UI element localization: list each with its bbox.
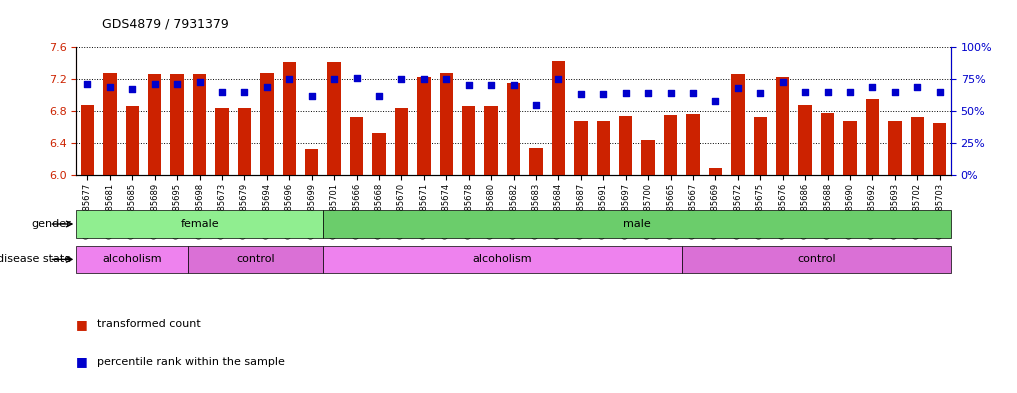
Point	[258, 84, 275, 90]
Text: disease state: disease state	[0, 254, 71, 264]
Bar	[664, 115, 677, 175]
Text: control: control	[236, 254, 275, 264]
Point	[797, 89, 814, 95]
Bar	[439, 73, 453, 175]
Point	[349, 75, 365, 81]
Point	[438, 76, 455, 82]
Point	[842, 89, 858, 95]
Text: transformed count: transformed count	[97, 319, 200, 329]
Point	[483, 83, 499, 89]
Bar	[506, 83, 521, 175]
Text: alcoholism: alcoholism	[473, 254, 532, 264]
Bar	[888, 121, 901, 175]
Point	[707, 98, 723, 104]
Text: GDS4879 / 7931379: GDS4879 / 7931379	[102, 18, 229, 31]
Bar	[395, 108, 408, 175]
Point	[640, 90, 656, 96]
Bar	[619, 116, 633, 175]
Bar	[216, 108, 229, 175]
Point	[505, 83, 522, 89]
Point	[102, 84, 118, 90]
Bar	[731, 73, 744, 175]
Point	[573, 91, 589, 97]
Bar	[865, 99, 879, 175]
Bar	[103, 73, 117, 175]
Bar	[575, 121, 588, 175]
Bar	[821, 113, 834, 175]
Bar	[260, 73, 274, 175]
Point	[191, 79, 207, 85]
Bar	[350, 118, 363, 175]
Text: percentile rank within the sample: percentile rank within the sample	[97, 356, 285, 367]
Bar	[193, 74, 206, 175]
Bar	[910, 118, 924, 175]
Text: alcoholism: alcoholism	[103, 254, 162, 264]
Bar	[76, 210, 323, 238]
Point	[617, 90, 634, 96]
Point	[371, 93, 387, 99]
Point	[662, 90, 678, 96]
Text: ■: ■	[76, 355, 88, 368]
Text: male: male	[623, 219, 651, 229]
Bar	[76, 246, 188, 273]
Point	[528, 101, 544, 108]
Point	[146, 81, 163, 87]
Point	[864, 84, 881, 90]
Point	[79, 81, 96, 87]
Point	[416, 76, 432, 82]
Point	[595, 91, 611, 97]
Point	[304, 93, 320, 99]
Bar	[323, 246, 681, 273]
Bar	[597, 121, 610, 175]
Point	[684, 90, 701, 96]
Text: female: female	[180, 219, 219, 229]
Text: ■: ■	[76, 318, 88, 331]
Point	[236, 89, 252, 95]
Bar	[484, 106, 498, 175]
Bar	[372, 133, 385, 175]
Point	[394, 76, 410, 82]
Bar	[551, 61, 565, 175]
Bar	[417, 77, 430, 175]
Point	[281, 76, 297, 82]
Bar	[686, 114, 700, 175]
Point	[753, 90, 769, 96]
Point	[169, 81, 185, 87]
Bar	[171, 73, 184, 175]
Point	[932, 89, 948, 95]
Bar	[148, 74, 162, 175]
Point	[550, 76, 566, 82]
Point	[909, 84, 925, 90]
Bar	[681, 246, 951, 273]
Bar	[529, 148, 543, 175]
Bar	[776, 77, 789, 175]
Bar	[642, 140, 655, 175]
Bar	[933, 123, 947, 175]
Bar	[283, 62, 296, 175]
Point	[461, 83, 477, 89]
Bar	[462, 106, 476, 175]
Bar	[80, 105, 95, 175]
Bar	[327, 62, 341, 175]
Bar	[323, 210, 951, 238]
Point	[214, 89, 230, 95]
Point	[887, 89, 903, 95]
Bar	[709, 169, 722, 175]
Text: gender: gender	[32, 219, 71, 229]
Bar	[238, 108, 251, 175]
Bar	[754, 118, 767, 175]
Bar	[843, 121, 856, 175]
Bar	[305, 149, 318, 175]
Point	[124, 86, 140, 92]
Text: control: control	[797, 254, 836, 264]
Bar	[798, 105, 812, 175]
Point	[820, 89, 836, 95]
Point	[326, 76, 343, 82]
Bar	[188, 246, 323, 273]
Point	[730, 85, 746, 91]
Bar	[126, 106, 139, 175]
Point	[775, 79, 791, 85]
